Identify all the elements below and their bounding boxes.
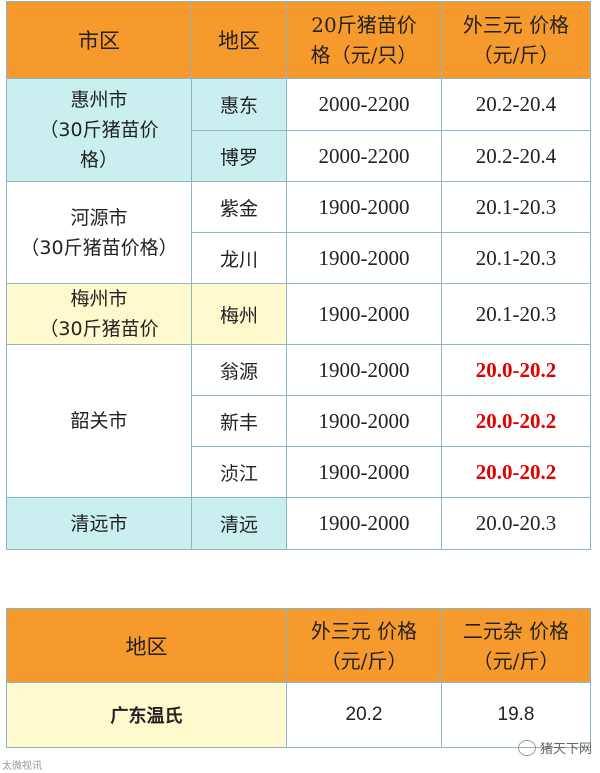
district-cell: 浈江 <box>191 446 287 498</box>
city-cell-qingyuan: 清远市 <box>6 497 192 550</box>
district-cell: 紫金 <box>191 181 287 233</box>
table-row: 广东温氏 20.2 19.8 <box>6 682 591 748</box>
pig-price-cell: 20.0-20.3 <box>441 497 591 550</box>
district-cell: 翁源 <box>191 344 287 396</box>
piglet-price-cell: 2000-2200 <box>286 130 442 182</box>
district-cell: 博罗 <box>191 130 287 182</box>
price-table-wens: 地区 外三元 价格 （元/斤） 二元杂 价格 （元/斤） 广东温氏 20.2 1… <box>6 608 591 748</box>
table-row: 龙川 1900-2000 20.1-20.3 <box>7 232 591 284</box>
region-cell: 广东温氏 <box>6 682 287 748</box>
pig-price-cell: 20.0-20.2 <box>441 344 591 396</box>
header-region: 地区 <box>6 608 287 683</box>
table-row: 新丰 1900-2000 20.0-20.2 <box>7 395 591 447</box>
table-row: 浈江 1900-2000 20.0-20.2 <box>7 446 591 498</box>
header-waisanyuan-price: 外三元 价格 （元/斤） <box>441 1 591 79</box>
pig-price-cell: 20.2-20.4 <box>441 130 591 182</box>
piglet-price-cell: 2000-2200 <box>286 78 442 131</box>
header-waisanyuan-price: 外三元 价格 （元/斤） <box>286 608 442 683</box>
piglet-price-cell: 1900-2000 <box>286 497 442 550</box>
pig-price-cell: 20.1-20.3 <box>441 232 591 284</box>
pig-price-cell: 20.2-20.4 <box>441 78 591 131</box>
city-cell-heyuan: 河源市 （30斤猪苗价格） <box>6 181 192 284</box>
city-cell-shaoguan: 韶关市 <box>6 344 192 498</box>
table-row: 惠州市 （30斤猪苗价 格） 惠东 2000-2200 20.2-20.4 <box>6 78 591 182</box>
district-cell: 梅州 <box>191 283 287 345</box>
city-cell-meizhou: 梅州市 （30斤猪苗价 <box>6 283 192 345</box>
table-row: 博罗 2000-2200 20.2-20.4 <box>7 130 591 182</box>
piglet-price-cell: 1900-2000 <box>286 344 442 396</box>
watermark-left: 太微视讯 <box>2 761 42 772</box>
eryuanza-price-cell: 19.8 <box>441 682 591 748</box>
table-row: 清远市 清远 1900-2000 20.0-20.3 <box>6 497 591 550</box>
district-cell: 惠东 <box>191 78 287 131</box>
waisanyuan-price-cell: 20.2 <box>286 682 442 748</box>
header-district: 地区 <box>191 1 287 79</box>
pig-price-cell: 20.1-20.3 <box>441 181 591 233</box>
piglet-price-cell: 1900-2000 <box>286 232 442 284</box>
pig-price-cell: 20.1-20.3 <box>441 283 591 345</box>
district-cell: 新丰 <box>191 395 287 447</box>
piglet-price-cell: 1900-2000 <box>286 283 442 345</box>
watermark-right-text: 猪天下网 <box>539 742 592 757</box>
piglet-price-cell: 1900-2000 <box>286 181 442 233</box>
district-cell: 清远 <box>191 497 287 550</box>
header-eryuanza-price: 二元杂 价格 （元/斤） <box>441 608 591 683</box>
city-cell-huizhou: 惠州市 （30斤猪苗价 格） <box>6 78 192 182</box>
table-row: 梅州市 （30斤猪苗价 梅州 1900-2000 20.1-20.3 <box>6 283 591 345</box>
table-row: 河源市 （30斤猪苗价格） 紫金 1900-2000 20.1-20.3 <box>6 181 591 284</box>
pig-price-cell: 20.0-20.2 <box>441 395 591 447</box>
piglet-price-cell: 1900-2000 <box>286 446 442 498</box>
header-city: 市区 <box>6 1 192 79</box>
table-row: 韶关市 翁源 1900-2000 20.0-20.2 <box>6 344 591 498</box>
header-piglet-price: 20斤猪苗价 格（元/只） <box>286 1 442 79</box>
piglet-price-cell: 1900-2000 <box>286 395 442 447</box>
wechat-icon <box>517 739 536 756</box>
pig-price-cell: 20.0-20.2 <box>441 446 591 498</box>
district-cell: 龙川 <box>191 232 287 284</box>
watermark-right: 猪天下网 <box>517 738 592 757</box>
price-table-cities: 市区 地区 20斤猪苗价 格（元/只） 外三元 价格 （元/斤） 惠州市 （30… <box>6 1 591 550</box>
